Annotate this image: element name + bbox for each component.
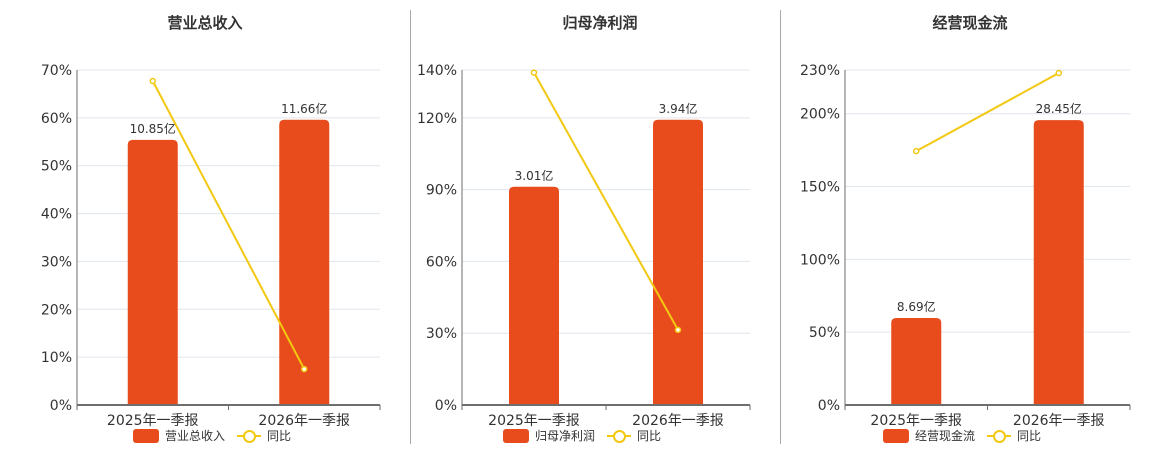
y-tick-label: 70%	[41, 63, 72, 79]
bar[interactable]	[1033, 120, 1084, 406]
chart-plot: 0% 30% 60% 90% 120% 140% 3.01亿 2025年一季报 3.94亿 202…	[417, 63, 751, 429]
y-tick-label: 20%	[41, 302, 72, 318]
bar[interactable]	[653, 119, 703, 406]
bar[interactable]	[891, 318, 942, 405]
legend: 经营现金流 同比	[883, 427, 1041, 444]
x-tick-label: 2025年一季报	[488, 413, 580, 429]
bar-value-label: 28.45亿	[1036, 101, 1082, 116]
y-tick-label: 0%	[818, 398, 840, 414]
chart-title: 营业总收入	[167, 14, 243, 32]
legend-bar-swatch[interactable]	[883, 428, 909, 443]
chart-plot: 0% 10% 20% 30% 40% 50% 60% 70% 10.85亿 2025年一季报 11.…	[41, 63, 381, 429]
chart-panel-net-profit: 归母净利润 0% 30% 60% 90% 120% 140% 3.01亿 2025年一季报 3.…	[417, 14, 751, 444]
yoy-point[interactable]	[1055, 69, 1062, 77]
bar-value-label: 3.94亿	[659, 101, 698, 116]
legend-bar-swatch[interactable]	[133, 428, 159, 443]
x-tick-label: 2025年一季报	[870, 413, 962, 429]
y-tick-label: 50%	[809, 325, 840, 341]
y-tick-label: 30%	[426, 326, 457, 342]
yoy-line	[533, 72, 679, 331]
bar-value-label: 10.85亿	[130, 121, 176, 136]
y-tick-label: 0%	[50, 398, 72, 414]
y-tick-label: 120%	[417, 111, 457, 127]
yoy-point[interactable]	[301, 365, 308, 373]
legend-bar-label[interactable]: 归母净利润	[535, 429, 596, 443]
legend-line-swatch-icon[interactable]	[607, 429, 632, 443]
legend-line-swatch-icon[interactable]	[237, 429, 262, 443]
y-tick-label: 140%	[417, 63, 457, 79]
yoy-point[interactable]	[530, 69, 538, 76]
yoy-point[interactable]	[149, 77, 156, 85]
legend-line-label[interactable]: 同比	[1017, 429, 1042, 443]
chart-title: 归母净利润	[562, 14, 638, 32]
y-tick-label: 40%	[41, 207, 72, 223]
x-tick-label: 2026年一季报	[258, 413, 350, 429]
divider-2	[780, 10, 781, 444]
yoy-point[interactable]	[913, 147, 920, 155]
y-tick-label: 30%	[41, 254, 72, 270]
legend-bar-swatch[interactable]	[503, 428, 529, 443]
y-tick-label: 50%	[41, 159, 72, 175]
legend-line-label[interactable]: 同比	[267, 429, 292, 443]
bar[interactable]	[509, 186, 559, 405]
legend-bar-label[interactable]: 营业总收入	[165, 429, 226, 443]
x-tick-label: 2026年一季报	[632, 413, 724, 429]
y-tick-label: 200%	[800, 107, 840, 123]
bar-value-label: 11.66亿	[281, 101, 327, 116]
legend-line-swatch-icon[interactable]	[987, 429, 1012, 443]
y-tick-label: 10%	[41, 350, 72, 366]
chart-panel-revenue: 营业总收入 0% 10% 20% 30% 40% 50% 60% 70% 10.85亿 2025年…	[0, 0, 410, 450]
y-tick-label: 60%	[41, 111, 72, 127]
y-tick-label: 90%	[426, 183, 457, 199]
divider-1	[410, 10, 411, 444]
yoy-line	[151, 80, 306, 370]
legend: 营业总收入 同比	[133, 427, 291, 444]
bar[interactable]	[279, 119, 330, 406]
x-tick-label: 2026年一季报	[1013, 413, 1105, 429]
yoy-line	[915, 72, 1060, 153]
bar-value-label: 8.69亿	[897, 299, 936, 314]
legend-bar-label[interactable]: 经营现金流	[915, 429, 976, 443]
x-tick-label: 2025年一季报	[107, 413, 199, 429]
y-tick-label: 230%	[800, 63, 840, 79]
y-tick-label: 100%	[800, 252, 840, 268]
legend-line-label[interactable]: 同比	[637, 429, 662, 443]
chart-title: 经营现金流	[932, 14, 1008, 32]
yoy-point[interactable]	[674, 326, 682, 334]
y-tick-label: 0%	[435, 398, 457, 414]
bar[interactable]	[127, 139, 178, 405]
legend: 归母净利润 同比	[503, 427, 661, 444]
bar-value-label: 3.01亿	[515, 168, 554, 183]
y-tick-label: 60%	[426, 254, 457, 270]
y-tick-label: 150%	[800, 180, 840, 196]
